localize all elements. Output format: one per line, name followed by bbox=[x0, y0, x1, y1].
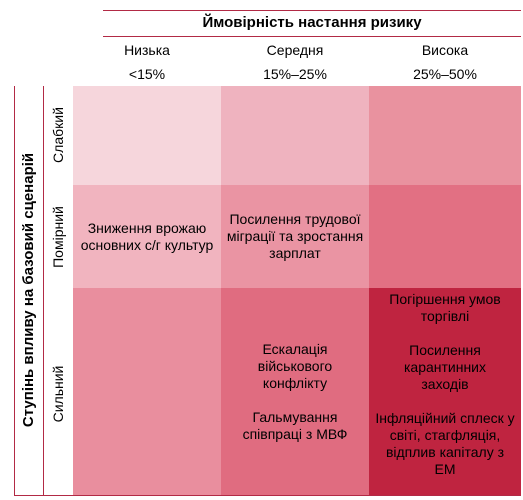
cell-strong-mid: Ескалація військового конфлікту Гальмува… bbox=[221, 288, 369, 495]
cell-weak-mid bbox=[221, 86, 369, 185]
cell-moderate-high bbox=[369, 185, 521, 288]
cell-strong-low bbox=[73, 288, 221, 495]
cell-moderate-mid: Посилення трудової міграції та зростання… bbox=[221, 185, 369, 288]
bottom-rule bbox=[14, 495, 521, 496]
left-rule-inner bbox=[43, 86, 44, 496]
y-axis-title: Ступінь впливу на базовий сценарій bbox=[20, 152, 37, 428]
column-header-low: Низька bbox=[124, 42, 170, 58]
column-range-mid: 15%–25% bbox=[263, 66, 327, 82]
header-rule bbox=[103, 36, 521, 37]
cell-weak-high bbox=[369, 86, 521, 185]
risk-labor-migration: Посилення трудової міграції та зростання… bbox=[226, 211, 364, 261]
risk-quarantine: Посилення карантинних заходів bbox=[403, 342, 487, 392]
risk-terms-of-trade: Погіршення умов торгівлі bbox=[389, 291, 501, 324]
column-header-mid: Середня bbox=[266, 42, 324, 58]
top-rule bbox=[103, 10, 521, 11]
cell-weak-low bbox=[73, 86, 221, 185]
row-label-moderate: Помірний bbox=[50, 206, 66, 268]
risk-crop-yield: Зниження врожаю основних с/г культур bbox=[80, 219, 214, 253]
column-range-high: 25%–50% bbox=[413, 66, 477, 82]
left-rule-outer bbox=[14, 86, 15, 496]
risk-imf-cooperation: Гальмування співпраці з МВФ bbox=[242, 408, 348, 442]
cell-strong-high: Погіршення умов торгівлі Посилення каран… bbox=[369, 288, 521, 495]
row-label-weak: Слабкий bbox=[50, 107, 66, 163]
risk-inflation-stagflation: Інфляційний сплеск у світі, стагфляція, … bbox=[375, 410, 515, 477]
column-range-low: <15% bbox=[128, 66, 166, 82]
risk-military-conflict: Ескалація військового конфлікту bbox=[257, 340, 333, 391]
row-label-strong: Сильний bbox=[50, 365, 66, 423]
cell-moderate-low: Зниження врожаю основних с/г культур bbox=[73, 185, 221, 288]
x-axis-title: Ймовірність настання ризику bbox=[202, 14, 422, 31]
column-header-high: Висока bbox=[421, 42, 469, 58]
